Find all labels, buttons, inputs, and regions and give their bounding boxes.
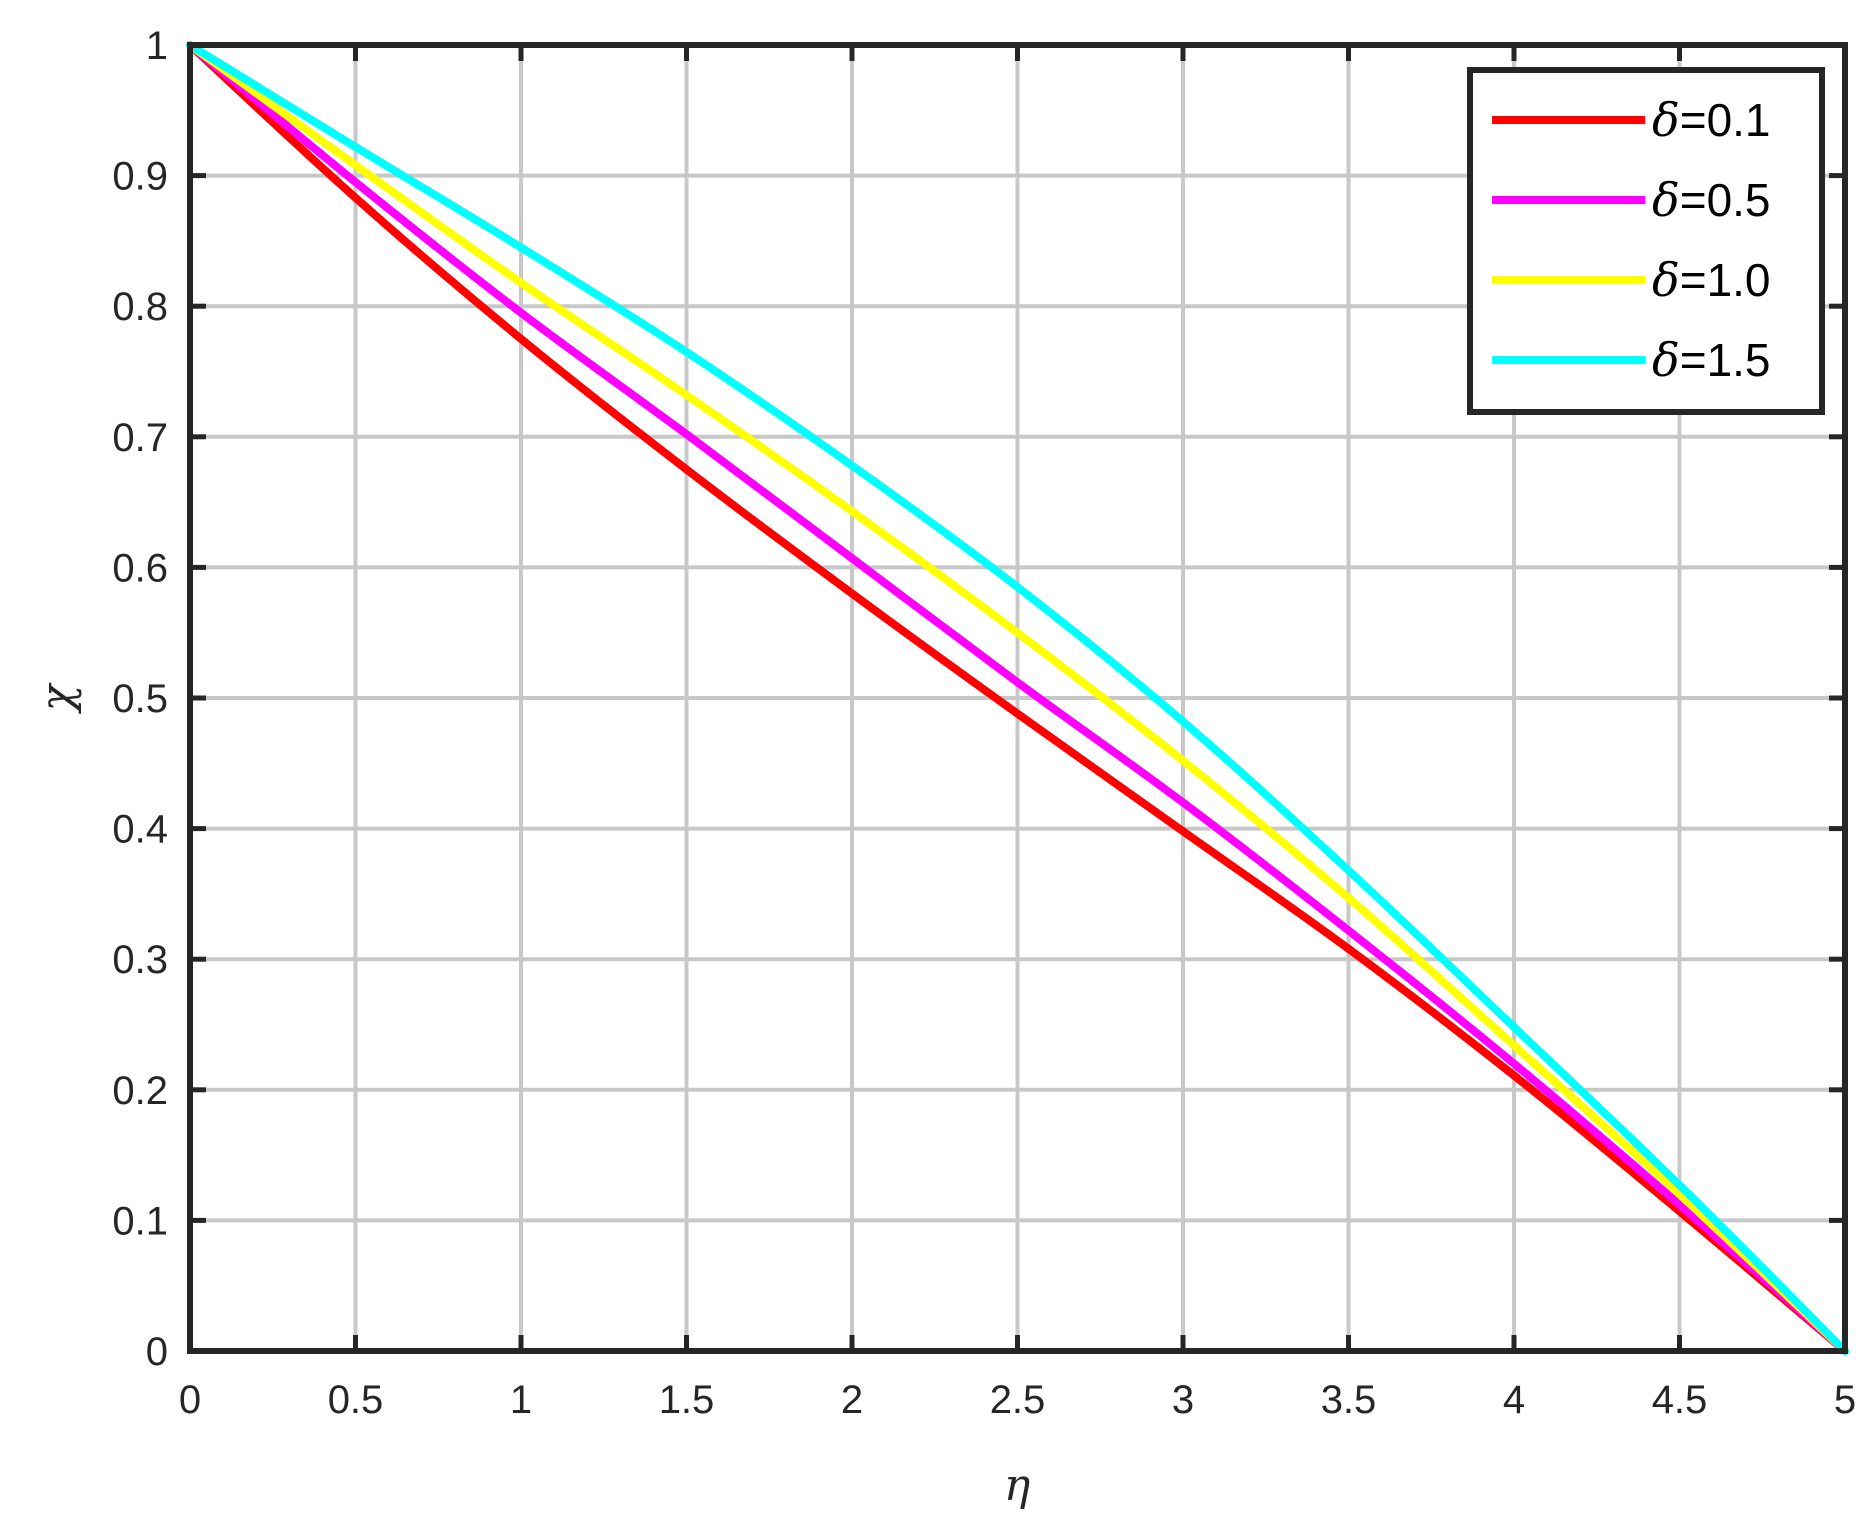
y-tick-label: 0.1 — [112, 1199, 168, 1243]
x-tick-label: 3.5 — [1321, 1378, 1377, 1422]
x-tick-label: 5 — [1834, 1378, 1856, 1422]
legend-entry-0: δ=0.1 — [1652, 93, 1771, 147]
y-tick-label: 0.2 — [112, 1069, 168, 1113]
y-tick-label: 0.4 — [112, 808, 168, 852]
x-axis-label: η — [1004, 1460, 1030, 1511]
x-tick-label: 3 — [1172, 1378, 1194, 1422]
legend-entry-symbol: δ — [1652, 253, 1680, 307]
series-line-2 — [186, 41, 1849, 1355]
x-tick-label: 4.5 — [1652, 1378, 1708, 1422]
legend-entry-value: =1.5 — [1680, 334, 1771, 386]
legend-entry-3: δ=1.5 — [1652, 333, 1771, 387]
series-line-0 — [186, 41, 1849, 1355]
y-tick-label: 0 — [146, 1330, 168, 1374]
y-tick-label: 0.6 — [112, 546, 168, 590]
legend-entry-value: =0.1 — [1680, 94, 1771, 146]
ticks — [187, 42, 1848, 1354]
y-axis-label: χ — [32, 682, 83, 714]
y-tick-labels: 0 0.1 0.2 0.3 0.4 0.5 0.6 0.7 0.8 0.9 1 — [112, 24, 168, 1374]
series-lines — [186, 41, 1849, 1355]
legend: δ=0.1δ=0.5δ=1.0δ=1.5 — [1467, 67, 1825, 415]
legend-entry-value: =1.0 — [1680, 254, 1771, 306]
x-tick-labels: 0 0.5 1 1.5 2 2.5 3 3.5 4 4.5 5 — [179, 1378, 1856, 1422]
x-tick-label: 2.5 — [990, 1378, 1046, 1422]
legend-entry-symbol: δ — [1652, 173, 1680, 227]
x-tick-label: 0.5 — [328, 1378, 384, 1422]
x-tick-label: 4 — [1503, 1378, 1525, 1422]
legend-entry-symbol: δ — [1652, 93, 1680, 147]
series-line-1 — [186, 41, 1849, 1355]
x-tick-label: 0 — [179, 1378, 201, 1422]
legend-entry-2: δ=1.0 — [1652, 253, 1771, 307]
x-tick-label: 1 — [510, 1378, 532, 1422]
legend-entry-value: =0.5 — [1680, 174, 1771, 226]
y-tick-label: 0.8 — [112, 285, 168, 329]
y-tick-label: 1 — [146, 24, 168, 68]
x-tick-label: 2 — [841, 1378, 863, 1422]
y-tick-label: 0.5 — [112, 677, 168, 721]
y-tick-label: 0.7 — [112, 416, 168, 460]
legend-entry-1: δ=0.5 — [1652, 173, 1771, 227]
y-tick-label: 0.3 — [112, 938, 168, 982]
legend-box — [1467, 67, 1825, 415]
legend-entry-symbol: δ — [1652, 333, 1680, 387]
series-line-3 — [186, 41, 1849, 1355]
y-tick-label: 0.9 — [112, 155, 168, 199]
x-tick-label: 1.5 — [659, 1378, 715, 1422]
